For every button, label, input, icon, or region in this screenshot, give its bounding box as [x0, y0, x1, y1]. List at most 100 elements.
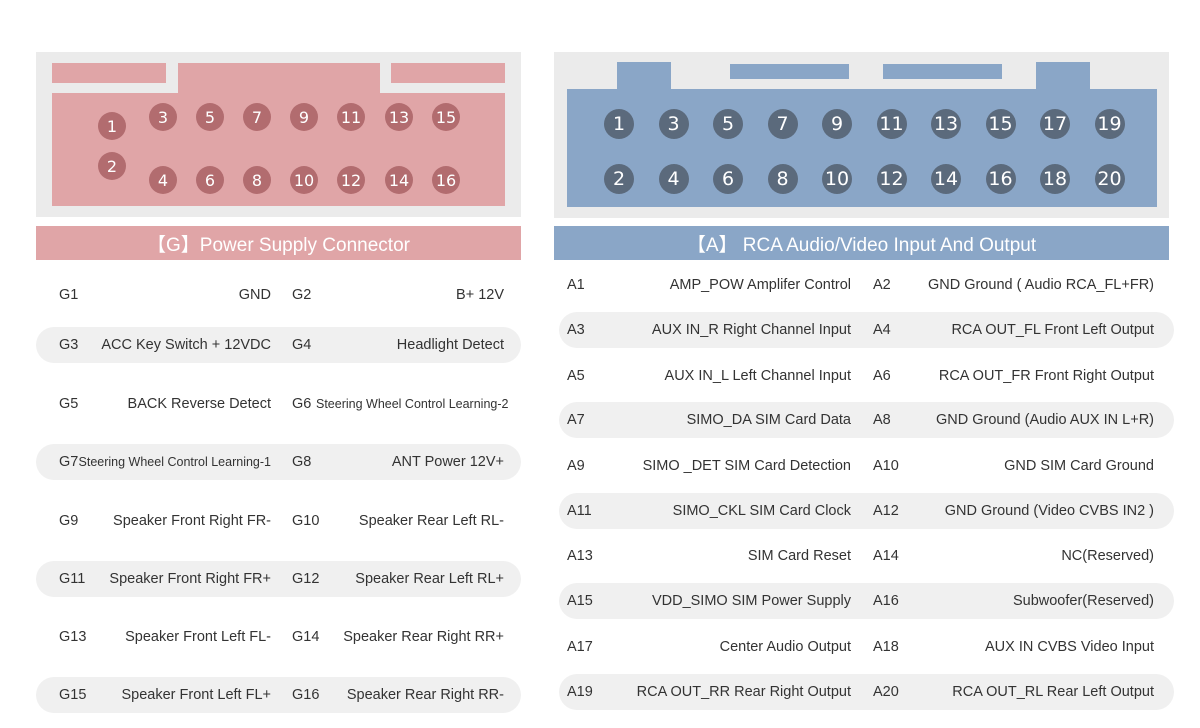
pin-description: RCA OUT_FL Front Left Output — [951, 322, 1154, 338]
pin-id: A10 — [873, 458, 899, 474]
pin-id: G12 — [292, 571, 320, 587]
a-connector-slot — [883, 64, 1002, 79]
a-pin-1: 1 — [604, 109, 634, 139]
g-connector-title: 【G】Power Supply Connector — [36, 226, 521, 260]
pin-id: A20 — [873, 684, 899, 700]
pin-description: Speaker Front Left FL- — [125, 629, 271, 645]
pin-description: BACK Reverse Detect — [127, 396, 271, 412]
pin-description: SIM Card Reset — [747, 548, 851, 564]
g-connector-center-key — [178, 63, 380, 93]
a-pin-6: 6 — [713, 164, 743, 194]
pin-id: A14 — [873, 548, 899, 564]
g-pin-16: 16 — [432, 166, 460, 194]
table-row: G9 Speaker Front Right FR- G10 Speaker Rear… — [36, 503, 521, 539]
table-row: A13 SIM Card Reset A14 NC(Reserved) — [559, 538, 1174, 574]
pin-id: A5 — [567, 368, 585, 384]
g-pin-5: 5 — [196, 103, 224, 131]
table-row: A5 AUX IN_L Left Channel Input A6 RCA OUT_F… — [559, 358, 1174, 394]
pin-id: G13 — [59, 629, 87, 645]
a-connector-diagram: 1 2 3 4 5 6 7 8 9 10 11 12 13 14 15 16 17 18 19 20 — [554, 52, 1169, 218]
pin-description: Steering Wheel Control Learning-2 — [316, 397, 509, 411]
pin-description: GND Ground (Audio AUX IN L+R) — [936, 412, 1154, 428]
pin-id: A7 — [567, 412, 585, 428]
g-connector-right-latch — [391, 63, 505, 83]
a-pin-5: 5 — [713, 109, 743, 139]
pin-description: NC(Reserved) — [1061, 548, 1154, 564]
pin-id: G5 — [59, 396, 79, 412]
pin-id: G10 — [292, 513, 320, 529]
a-connector-title: 【A】 RCA Audio/Video Input And Output — [554, 226, 1169, 260]
pin-id: G9 — [59, 513, 79, 529]
a-connector-left-key — [617, 62, 671, 90]
g-connector-diagram: 1 2 3 4 5 6 7 8 9 10 11 12 13 14 15 16 — [36, 52, 521, 217]
pin-id: A8 — [873, 412, 891, 428]
g-pin-15: 15 — [432, 103, 460, 131]
pin-id: G14 — [292, 629, 320, 645]
pin-description: SIMO _DET SIM Card Detection — [642, 458, 851, 474]
a-pin-10: 10 — [822, 164, 852, 194]
pin-description: Speaker Rear Left RL+ — [355, 571, 504, 587]
pin-description: RCA OUT_RL Rear Left Output — [952, 684, 1154, 700]
pin-description: GND — [238, 287, 271, 303]
pin-description: VDD_SIMO SIM Power Supply — [651, 593, 851, 609]
pin-description: Speaker Rear Left RL- — [358, 513, 504, 529]
pin-description: Headlight Detect — [396, 337, 504, 353]
pin-description: AUX IN CVBS Video Input — [985, 639, 1154, 655]
g-pin-7: 7 — [243, 103, 271, 131]
pin-id: A3 — [567, 322, 585, 338]
a-pin-11: 11 — [876, 109, 907, 139]
pin-id: G15 — [59, 687, 87, 703]
pin-id: G3 — [59, 337, 79, 353]
pin-id: G8 — [292, 454, 312, 470]
a-pin-19: 19 — [1094, 109, 1125, 139]
pin-description: Speaker Rear Right RR+ — [343, 629, 504, 645]
a-pin-12: 12 — [876, 164, 907, 194]
g-connector-left-latch — [52, 63, 166, 83]
pin-id: G1 — [59, 287, 79, 303]
pin-id: A6 — [873, 368, 891, 384]
pin-description: GND Ground (Video CVBS IN2 ) — [944, 503, 1154, 519]
a-pin-2: 2 — [604, 164, 634, 194]
table-row: G5 BACK Reverse Detect G6 Steering Wheel Co… — [36, 386, 521, 422]
pin-id: A13 — [567, 548, 593, 564]
pin-description: SIMO_DA SIM Card Data — [686, 412, 851, 428]
a-connector-slot — [730, 64, 849, 79]
table-row: G3 ACC Key Switch + 12VDC G4 Headlight Dete… — [36, 327, 521, 363]
pin-id: A19 — [567, 684, 593, 700]
pin-id: G7 — [59, 454, 79, 470]
pin-description: Speaker Front Left FL+ — [121, 687, 271, 703]
pin-id: G11 — [59, 571, 86, 587]
pin-description: GND SIM Card Ground — [1004, 458, 1154, 474]
table-row: G7 Steering Wheel Control Learning-1 G8 ANT… — [36, 444, 521, 480]
g-pin-8: 8 — [243, 166, 271, 194]
g-pin-6: 6 — [196, 166, 224, 194]
a-pin-13: 13 — [931, 109, 961, 139]
pin-description: AUX IN_R Right Channel Input — [651, 322, 851, 338]
g-pin-10: 10 — [290, 166, 318, 194]
a-pin-14: 14 — [931, 164, 961, 194]
a-connector-right-key — [1036, 62, 1090, 90]
table-row: A1 AMP_POW Amplifer Control A2 GND Ground (… — [559, 267, 1174, 303]
table-row: A19 RCA OUT_RR Rear Right Output A20 RCA OU… — [559, 674, 1174, 710]
table-row: A15 VDD_SIMO SIM Power Supply A16 Subwoofer… — [559, 583, 1174, 619]
table-row: A11 SIMO_CKL SIM Card Clock A12 GND Ground … — [559, 493, 1174, 529]
pin-id: A9 — [567, 458, 585, 474]
g-pin-12: 12 — [337, 166, 365, 194]
a-pin-4: 4 — [658, 164, 689, 194]
table-row: A7 SIMO_DA SIM Card Data A8 GND Ground (Aud… — [559, 402, 1174, 438]
pin-description: Speaker Front Right FR- — [113, 513, 271, 529]
pin-id: A11 — [567, 503, 592, 519]
table-row: G15 Speaker Front Left FL+ G16 Speaker Rear… — [36, 677, 521, 713]
table-row: A9 SIMO _DET SIM Card Detection A10 GND SIM… — [559, 448, 1174, 484]
g-pin-2: 2 — [98, 152, 126, 180]
pin-id: G16 — [292, 687, 320, 703]
g-pin-1: 1 — [98, 112, 126, 140]
a-pin-3: 3 — [658, 109, 689, 139]
pin-description: GND Ground ( Audio RCA_FL+FR) — [927, 277, 1154, 293]
pin-id: A1 — [567, 277, 585, 293]
a-connector-housing — [567, 89, 1157, 207]
a-pin-16: 16 — [985, 164, 1016, 194]
a-pin-20: 20 — [1094, 164, 1125, 194]
pin-id: A4 — [873, 322, 891, 338]
a-pin-8: 8 — [767, 164, 798, 194]
